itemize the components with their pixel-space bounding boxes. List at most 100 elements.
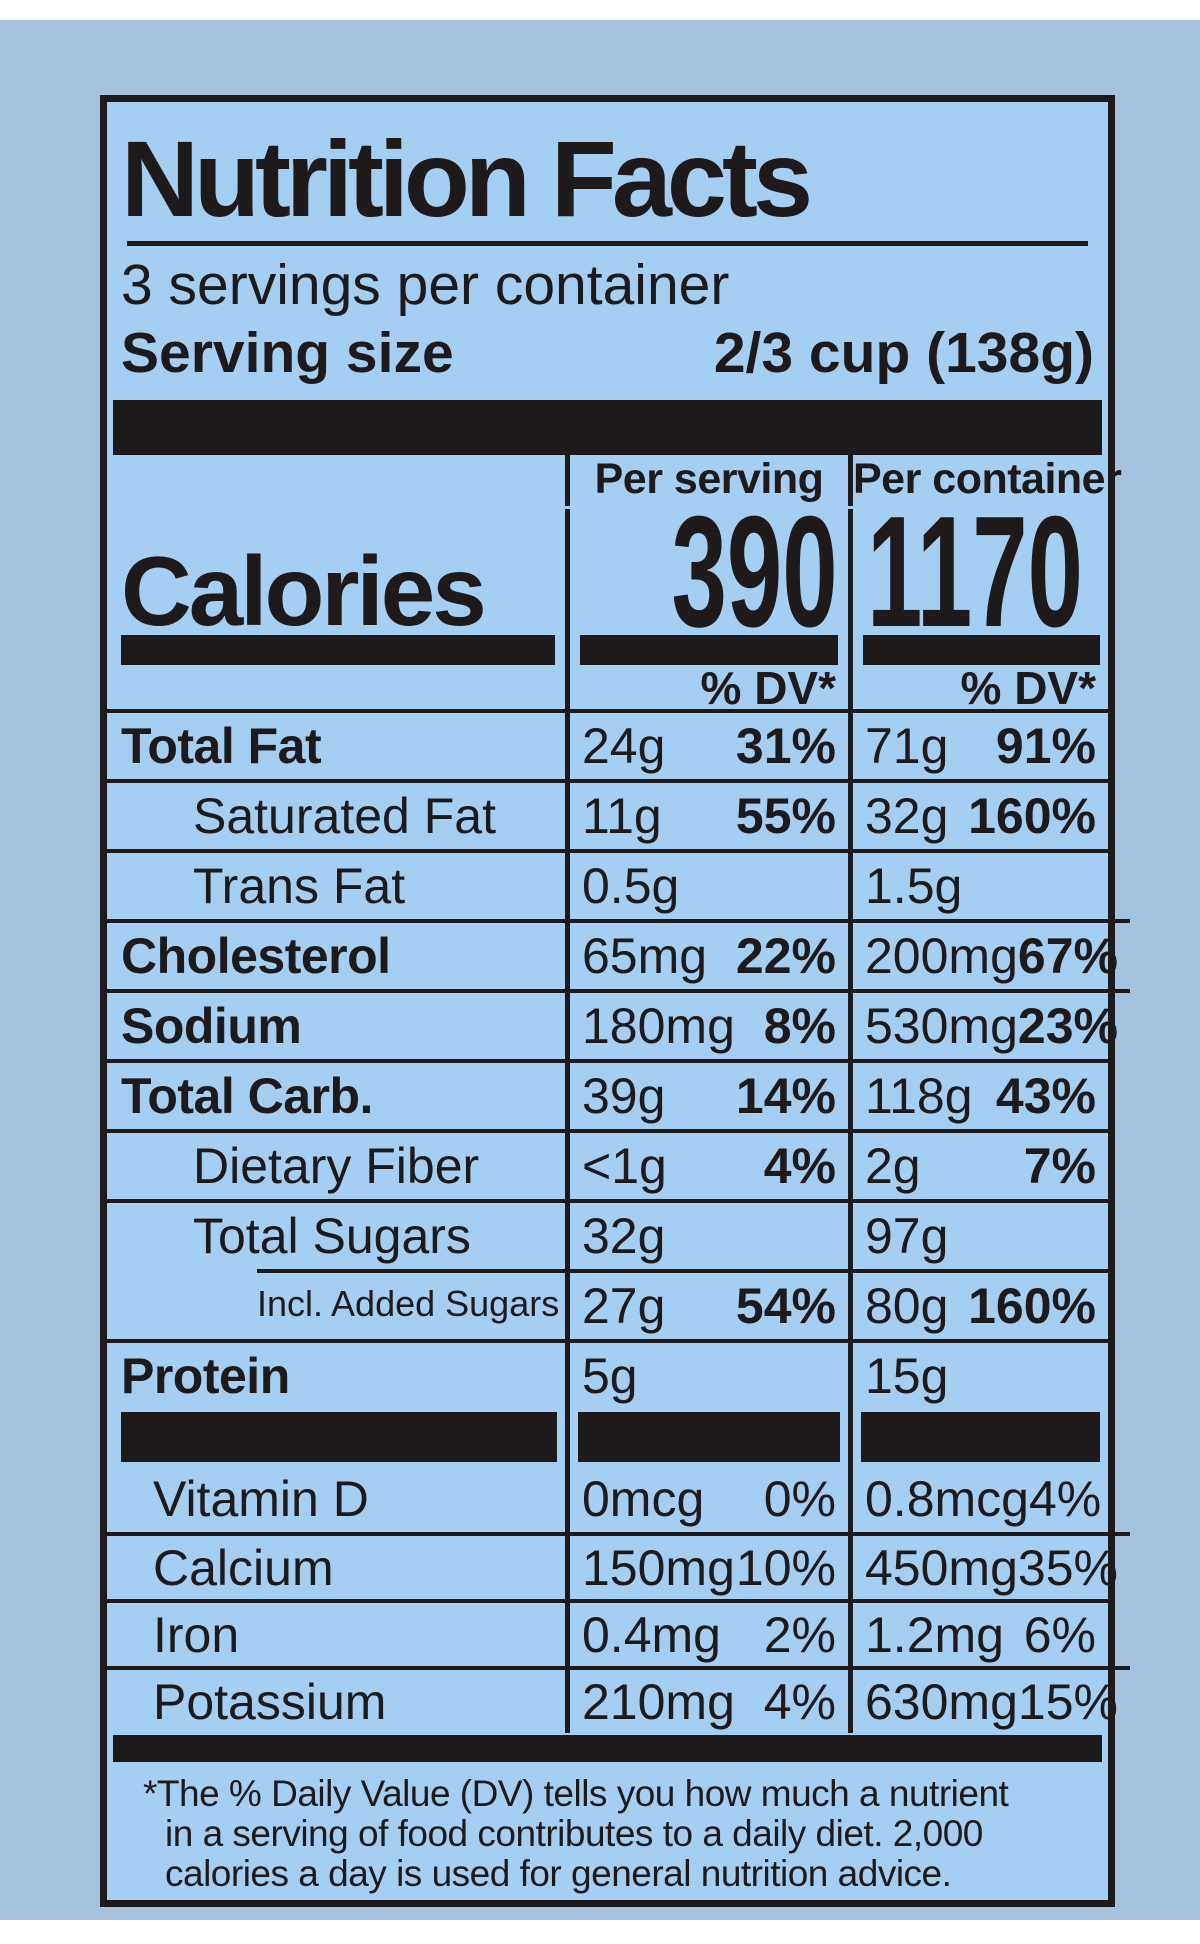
amount: 2g — [865, 1138, 921, 1195]
nutrient-name: Vitamin D — [153, 1470, 369, 1527]
title-rule — [127, 240, 1088, 246]
nutrient-row-saturated-fat: Saturated Fat 11g 55% 32g 160% — [107, 779, 1108, 850]
per-container-cell: 200mg 67% — [848, 919, 1130, 990]
micro-row-potassium: Potassium 210mg 4% 630mg 15% — [107, 1666, 1130, 1734]
amount: 200mg — [865, 928, 1018, 985]
spacer — [107, 635, 565, 666]
calories-underbar-row — [107, 635, 1108, 666]
section-bar-bottom — [113, 1735, 1102, 1763]
dv-header-per-container: % DV* — [848, 665, 1108, 714]
calories-row: Calories 390 1170 — [107, 493, 1108, 651]
per-container-cell: 1.2mg 6% — [848, 1599, 1108, 1667]
calories-underbar — [863, 635, 1100, 666]
per-container-cell: 1.5g — [848, 849, 1108, 920]
per-container-cell: 80g 160% — [848, 1269, 1108, 1340]
label-title: Nutrition Facts — [121, 118, 813, 239]
column-header-row: Per serving Per container — [107, 455, 1122, 507]
per-serving-cell: 5g — [565, 1339, 848, 1410]
nutrient-row-trans-fat: Trans Fat 0.5g 1.5g — [107, 849, 1108, 920]
percent-dv: 54% — [735, 1278, 836, 1335]
percent-dv: 7% — [1023, 1138, 1096, 1195]
calories-label: Calories — [121, 536, 487, 647]
per-serving-cell: 180mg 8% — [565, 989, 848, 1060]
amount: 39g — [582, 1068, 666, 1125]
per-container-cell: 32g 160% — [848, 779, 1108, 850]
per-serving-cell: 65mg 22% — [565, 919, 848, 990]
nutrient-name: Protein — [107, 1339, 565, 1409]
percent-dv: 160% — [968, 788, 1096, 845]
percent-dv: 10% — [735, 1539, 836, 1596]
per-serving-cell: 32g — [565, 1199, 848, 1270]
nutrient-name: Total Fat — [107, 709, 565, 779]
nutrient-name: Total Sugars — [107, 1199, 565, 1269]
amount: 1.2mg — [865, 1606, 1004, 1663]
percent-dv: 67% — [1017, 928, 1118, 985]
amount: 32g — [865, 788, 949, 845]
serving-size-label: Serving size — [121, 321, 454, 386]
per-container-cell: 97g — [848, 1199, 1108, 1270]
per-serving-header: Per serving — [565, 455, 848, 507]
percent-dv: 6% — [1023, 1606, 1096, 1663]
package-background: Nutrition Facts 3 servings per container… — [0, 20, 1200, 1920]
nutrient-name: Sodium — [107, 989, 565, 1059]
spacer — [107, 1409, 565, 1465]
nutrient-row-protein: Protein 5g 15g — [107, 1339, 1108, 1410]
nutrient-name: Saturated Fat — [107, 779, 565, 849]
footnote: *The % Daily Value (DV) tells you how mu… — [143, 1774, 1094, 1894]
micro-row-calcium: Calcium 150mg 10% 450mg 35% — [107, 1532, 1130, 1600]
amount: 97g — [865, 1208, 949, 1265]
footnote-line: calories a day is used for general nutri… — [165, 1853, 952, 1895]
spacer — [565, 1409, 848, 1466]
calories-underbar — [121, 635, 555, 666]
per-serving-cell: 210mg 4% — [565, 1666, 848, 1734]
per-serving-cell: 39g 14% — [565, 1059, 848, 1130]
amount: 71g — [865, 718, 949, 775]
amount: 180mg — [582, 998, 735, 1055]
amount: 210mg — [582, 1673, 735, 1730]
percent-dv: 91% — [995, 718, 1096, 775]
amount: 32g — [582, 1208, 666, 1265]
amount: 450mg — [865, 1539, 1018, 1596]
nutrient-row-total-carb: Total Carb. 39g 14% 118g 43% — [107, 1059, 1108, 1130]
amount: 5g — [582, 1348, 638, 1405]
amount: 0.8mcg — [865, 1470, 1029, 1527]
per-container-cell: 450mg 35% — [848, 1532, 1130, 1600]
per-serving-cell: 24g 31% — [565, 709, 848, 780]
nutrition-facts-label: Nutrition Facts 3 servings per container… — [100, 95, 1130, 1907]
footnote-line: in a serving of food contributes to a da… — [165, 1813, 983, 1855]
percent-dv: 4% — [763, 1138, 836, 1195]
dv-header-per-serving: % DV* — [565, 665, 848, 714]
section-bar-top — [113, 400, 1102, 456]
amount: 0mcg — [582, 1470, 705, 1527]
nutrient-name: Calcium — [107, 1532, 565, 1599]
per-container-cell: 2g 7% — [848, 1129, 1108, 1200]
per-container-header: Per container — [848, 455, 1122, 507]
nutrient-name: Trans Fat — [107, 849, 565, 919]
amount: <1g — [582, 1138, 667, 1195]
amount: 630mg — [865, 1673, 1018, 1730]
spacer — [848, 635, 1108, 666]
section-bar-middle — [121, 1412, 557, 1463]
nutrient-name: Cholesterol — [107, 919, 565, 989]
amount: 80g — [865, 1278, 949, 1335]
percent-dv: 55% — [735, 788, 836, 845]
percent-dv: 2% — [763, 1606, 836, 1663]
percent-dv: 0% — [763, 1470, 836, 1527]
micro-row-vitamin-d: Vitamin D 0mcg 0% 0.8mcg 4% — [107, 1465, 1108, 1533]
percent-dv: 4% — [1028, 1470, 1102, 1527]
per-container-cell: 15g — [848, 1339, 1108, 1410]
per-container-cell: 630mg 15% — [848, 1666, 1130, 1734]
amount: 530mg — [865, 998, 1018, 1055]
per-serving-cell: <1g 4% — [565, 1129, 848, 1200]
calories-per-serving: 390 — [565, 493, 848, 651]
amount: 11g — [582, 788, 662, 845]
footnote-line: *The % Daily Value (DV) tells you how mu… — [143, 1773, 1009, 1815]
calories-per-container: 1170 — [848, 493, 1200, 651]
percent-dv: 4% — [763, 1673, 836, 1730]
per-container-cell: 0.8mcg 4% — [848, 1465, 1113, 1533]
per-serving-cell: 11g 55% — [565, 779, 848, 850]
percent-dv: 8% — [763, 998, 836, 1055]
amount: 0.4mg — [582, 1606, 721, 1663]
nutrient-name: Potassium — [107, 1666, 565, 1733]
label-header-block: Nutrition Facts 3 servings per container… — [107, 118, 1108, 386]
